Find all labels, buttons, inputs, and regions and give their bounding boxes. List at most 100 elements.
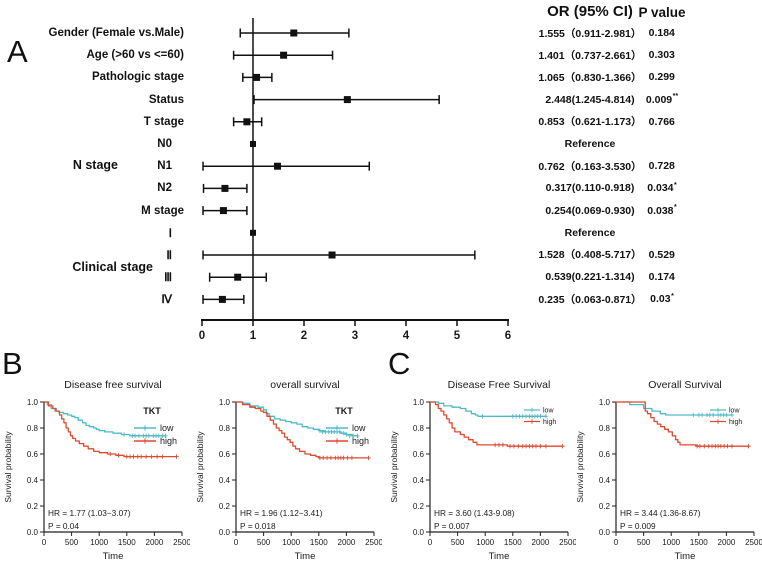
svg-text:0.0: 0.0 xyxy=(219,528,231,537)
or-value: Reference xyxy=(564,138,616,151)
p-superscript: * xyxy=(671,292,674,300)
svg-text:0.0: 0.0 xyxy=(27,528,39,537)
forest-row-marker xyxy=(250,141,256,147)
or-values-column: 1.555（0.911-2.981） 1.401（0.737-2.661） 1.… xyxy=(527,22,653,310)
svg-text:2500: 2500 xyxy=(173,538,190,547)
km-svg: Overall Survival 0.0 0.2 0.4 0.6 0.8 1.0 0 500 10… xyxy=(575,379,762,562)
svg-text:1500: 1500 xyxy=(690,538,708,547)
p-values-column: 0.184 0.303 0.299 0.009 ** 0.766 0.728 0.… xyxy=(617,22,707,310)
svg-text:2500: 2500 xyxy=(559,538,576,547)
svg-text:6: 6 xyxy=(505,330,511,342)
p-value xyxy=(617,133,707,155)
km-curve-high xyxy=(236,401,371,461)
km-plot-overall-survival-validation: Overall Survival 0.0 0.2 0.4 0.6 0.8 1.0 0 500 10… xyxy=(572,362,762,572)
km-plot-graphics: Disease free survival 0.0 0.2 0.4 0.6 0.8 1.0 0… xyxy=(3,379,191,562)
forest-plot-graphics: 0 1 2 3 4 5 6 xyxy=(199,18,511,342)
svg-text:0.8: 0.8 xyxy=(219,424,231,433)
svg-text:1500: 1500 xyxy=(118,538,136,547)
km-hr-text: HR = 3.60 (1.43-9.08) xyxy=(434,508,515,518)
km-legend-label: high xyxy=(729,419,742,426)
or-value: 1.528（0.408-5.717） xyxy=(538,249,642,262)
km-p-text: P = 0.04 xyxy=(48,521,79,531)
forest-row-label: Ⅱ xyxy=(166,249,172,262)
p-value: 0.766 xyxy=(648,115,675,128)
svg-text:0.4: 0.4 xyxy=(219,476,231,485)
svg-text:2500: 2500 xyxy=(365,538,382,547)
km-plot-disease-free-survival-validation: Disease Free Survival 0.0 0.2 0.4 0.6 0.8 1.0 0… xyxy=(386,362,577,572)
km-curve-low xyxy=(430,401,549,419)
or-value: 0.853（0.621-1.173） xyxy=(538,116,642,129)
forest-row-label: Pathologic stage xyxy=(91,71,184,84)
svg-text:1500: 1500 xyxy=(504,538,522,547)
svg-text:0.2: 0.2 xyxy=(219,502,231,511)
km-xlabel: Time xyxy=(489,551,510,562)
km-title: Disease free survival xyxy=(64,379,161,391)
panel-a-label: A xyxy=(7,34,28,69)
km-legend-label: high xyxy=(160,436,177,446)
km-legend-title: TKT xyxy=(143,406,161,416)
p-value: 0.529 xyxy=(648,248,675,261)
p-value: 0.184 xyxy=(648,27,675,40)
km-hr-text: HR = 3.44 (1.36-8.67) xyxy=(620,508,701,518)
or-value: 0.762（0.163-3.530） xyxy=(538,160,642,173)
svg-text:500: 500 xyxy=(257,538,271,547)
svg-text:0: 0 xyxy=(614,538,619,547)
km-xlabel: Time xyxy=(295,551,316,562)
forest-row-label: Age (>60 vs <=60) xyxy=(86,49,185,62)
p-value: 0.009 ** xyxy=(645,93,679,106)
svg-text:1.0: 1.0 xyxy=(219,398,231,407)
forest-row-marker xyxy=(232,50,334,60)
or-value: 0.317(0.110-0.918) xyxy=(545,182,635,195)
km-curve-low xyxy=(236,401,360,438)
km-p-text: P = 0.018 xyxy=(240,521,276,531)
forest-row-label: Status xyxy=(148,93,184,106)
svg-text:2000: 2000 xyxy=(338,538,356,547)
km-ylabel: Survival probability xyxy=(389,431,399,503)
panel-c-label: C xyxy=(388,346,411,381)
svg-text:0.0: 0.0 xyxy=(599,528,611,537)
p-superscript: * xyxy=(674,181,677,189)
km-legend-label: high xyxy=(352,436,369,446)
km-title: overall survival xyxy=(270,379,339,391)
km-plot-graphics: overall survival 0.0 0.2 0.4 0.6 0.8 1.0 0 500 10… xyxy=(195,379,383,562)
p-value: 0.038 * xyxy=(647,204,677,217)
forest-row-label: Ⅰ xyxy=(168,227,172,240)
km-svg: overall survival 0.0 0.2 0.4 0.6 0.8 1.0 0 500 10… xyxy=(195,379,383,562)
or-value: 0.235（0.063-0.871） xyxy=(538,293,642,306)
forest-row-marker xyxy=(202,183,248,193)
km-xlabel: Time xyxy=(103,551,124,562)
p-value: 0.034 * xyxy=(647,181,677,195)
svg-text:2500: 2500 xyxy=(745,538,762,547)
forest-row-marker xyxy=(232,117,263,127)
svg-text:0.8: 0.8 xyxy=(27,424,39,433)
forest-row-marker xyxy=(202,250,476,260)
forest-plot: 0 1 2 3 4 5 6 xyxy=(199,18,511,342)
svg-text:1000: 1000 xyxy=(476,538,494,547)
svg-text:0.2: 0.2 xyxy=(599,502,611,511)
forest-row-label: T stage xyxy=(143,115,184,128)
svg-text:0.6: 0.6 xyxy=(413,450,425,459)
km-ylabel: Survival probability xyxy=(195,431,205,503)
or-value: 2.448(1.245-4.814) xyxy=(545,93,635,106)
forest-row-marker xyxy=(202,294,245,304)
forest-row-marker xyxy=(208,272,268,282)
forest-row-label: N0 xyxy=(157,138,172,151)
svg-text:0.6: 0.6 xyxy=(27,450,39,459)
forest-row-label: M stage xyxy=(141,204,184,217)
svg-text:0.2: 0.2 xyxy=(413,502,425,511)
km-p-text: P = 0.009 xyxy=(620,521,656,531)
km-legend-label: low xyxy=(160,423,174,433)
km-curve-high xyxy=(430,401,565,449)
km-curve-high xyxy=(616,401,751,449)
forest-row-label: Ⅲ xyxy=(164,272,172,285)
forest-row-marker xyxy=(202,161,371,171)
svg-text:5: 5 xyxy=(454,330,461,342)
svg-text:0.4: 0.4 xyxy=(599,476,611,485)
svg-text:1000: 1000 xyxy=(662,538,680,547)
p-value: 0.299 xyxy=(648,71,675,84)
forest-row-labels: Gender (Female vs.Male) Age (>60 vs <=60… xyxy=(0,22,185,310)
km-legend: TKT low high xyxy=(326,406,369,446)
or-value: 1.401（0.737-2.661） xyxy=(538,49,642,62)
forest-row-label: N2 xyxy=(157,182,172,195)
